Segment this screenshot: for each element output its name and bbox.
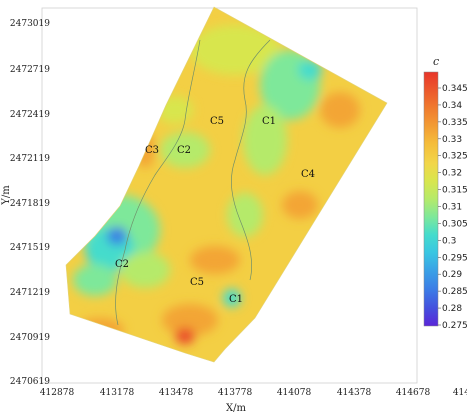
plot-frame bbox=[41, 7, 418, 384]
patch-green-c1 bbox=[243, 105, 287, 175]
patch-green-middle bbox=[227, 193, 263, 237]
x-axis: 412878 413178 413478 413778 414078 41437… bbox=[40, 388, 467, 414]
colorbar-gradient bbox=[423, 71, 439, 327]
zone-label-c1: C1 bbox=[262, 116, 276, 127]
x-tick-label: 414678 bbox=[396, 388, 431, 398]
patch-green-south bbox=[120, 252, 170, 288]
y-tick-label: 2473019 bbox=[10, 19, 50, 29]
colorbar-tick-label: 0.275 bbox=[442, 321, 467, 331]
colorbar-tick-label: 0.3 bbox=[442, 236, 456, 246]
colorbar-tick-label: 0.315 bbox=[442, 186, 467, 196]
y-axis: 2473019 2472719 2472419 2472119 2471819 … bbox=[1, 19, 50, 387]
patch-orange-south bbox=[162, 304, 218, 336]
y-tick-label: 2471219 bbox=[10, 288, 50, 298]
zone-label-c4: C4 bbox=[301, 169, 315, 180]
colorbar-tick-label: 0.28 bbox=[442, 304, 462, 314]
colorbar-tick-label: 0.345 bbox=[442, 84, 467, 94]
x-tick-label: 414078 bbox=[277, 388, 312, 398]
patch-orange-c4 bbox=[320, 92, 360, 128]
x-tick-label: 412878 bbox=[40, 388, 75, 398]
y-tick-label: 2472419 bbox=[10, 110, 50, 120]
zone-label-c5-south: C5 bbox=[190, 277, 204, 288]
patch-green-c3 bbox=[157, 96, 193, 124]
colorbar-tick-label: 0.32 bbox=[442, 169, 462, 179]
zone-label-c1-south: C1 bbox=[229, 294, 243, 305]
colorbar-tick-label: 0.295 bbox=[442, 253, 467, 263]
colorbar-tick-label: 0.33 bbox=[442, 135, 462, 145]
field-surface bbox=[66, 7, 387, 362]
zone-label-c3: C3 bbox=[145, 145, 159, 156]
colorbar-tick-label: 0.325 bbox=[442, 152, 467, 162]
patch-cyan-west bbox=[73, 264, 117, 296]
x-tick-label: 414378 bbox=[337, 388, 372, 398]
patch-orange-c5 bbox=[190, 246, 240, 274]
colorbar: c 0.345 0.34 0.335 0.33 0.325 0.32 0.315 0.31 0.… bbox=[423, 55, 467, 331]
y-tick-label: 2472719 bbox=[10, 65, 50, 75]
colorbar-tick-label: 0.305 bbox=[442, 219, 467, 229]
x-tick-label: 414978 bbox=[453, 388, 467, 398]
patch-green-c2 bbox=[160, 132, 210, 168]
x-axis-title: X/m bbox=[226, 403, 246, 414]
colorbar-tick-label: 0.34 bbox=[442, 101, 462, 111]
colorbar-title: c bbox=[433, 55, 439, 68]
zone-boundary-east bbox=[231, 39, 271, 281]
field-outline bbox=[65, 6, 388, 363]
zone-label-c2: C2 bbox=[177, 145, 191, 156]
patch-cyan-c1-south bbox=[223, 289, 241, 307]
zone-boundary-west bbox=[115, 39, 201, 326]
patch-cyan-c1-core bbox=[298, 60, 322, 80]
patch-orange-east bbox=[282, 191, 318, 219]
y-tick-label: 2472119 bbox=[10, 154, 50, 164]
y-tick-label: 2471819 bbox=[10, 199, 50, 209]
zone-label-c5: C5 bbox=[210, 116, 224, 127]
colorbar-tick-label: 0.285 bbox=[442, 287, 467, 297]
y-tick-label: 2470619 bbox=[10, 377, 50, 387]
y-tick-label: 2471519 bbox=[10, 243, 50, 253]
colorbar-tick-label: 0.335 bbox=[442, 118, 467, 128]
x-tick-label: 413478 bbox=[159, 388, 194, 398]
x-tick-label: 413178 bbox=[100, 388, 135, 398]
patch-green-north bbox=[190, 25, 280, 75]
y-axis-title: Y/m bbox=[1, 185, 12, 206]
patch-red-south bbox=[175, 328, 195, 344]
y-tick-label: 2470919 bbox=[10, 333, 50, 343]
colorbar-tick-label: 0.29 bbox=[442, 270, 462, 280]
x-tick-label: 413778 bbox=[218, 388, 253, 398]
patch-blue-southwest bbox=[107, 227, 127, 245]
zone-label-c2-south: C2 bbox=[115, 259, 129, 270]
colorbar-tick-label: 0.31 bbox=[442, 203, 462, 213]
